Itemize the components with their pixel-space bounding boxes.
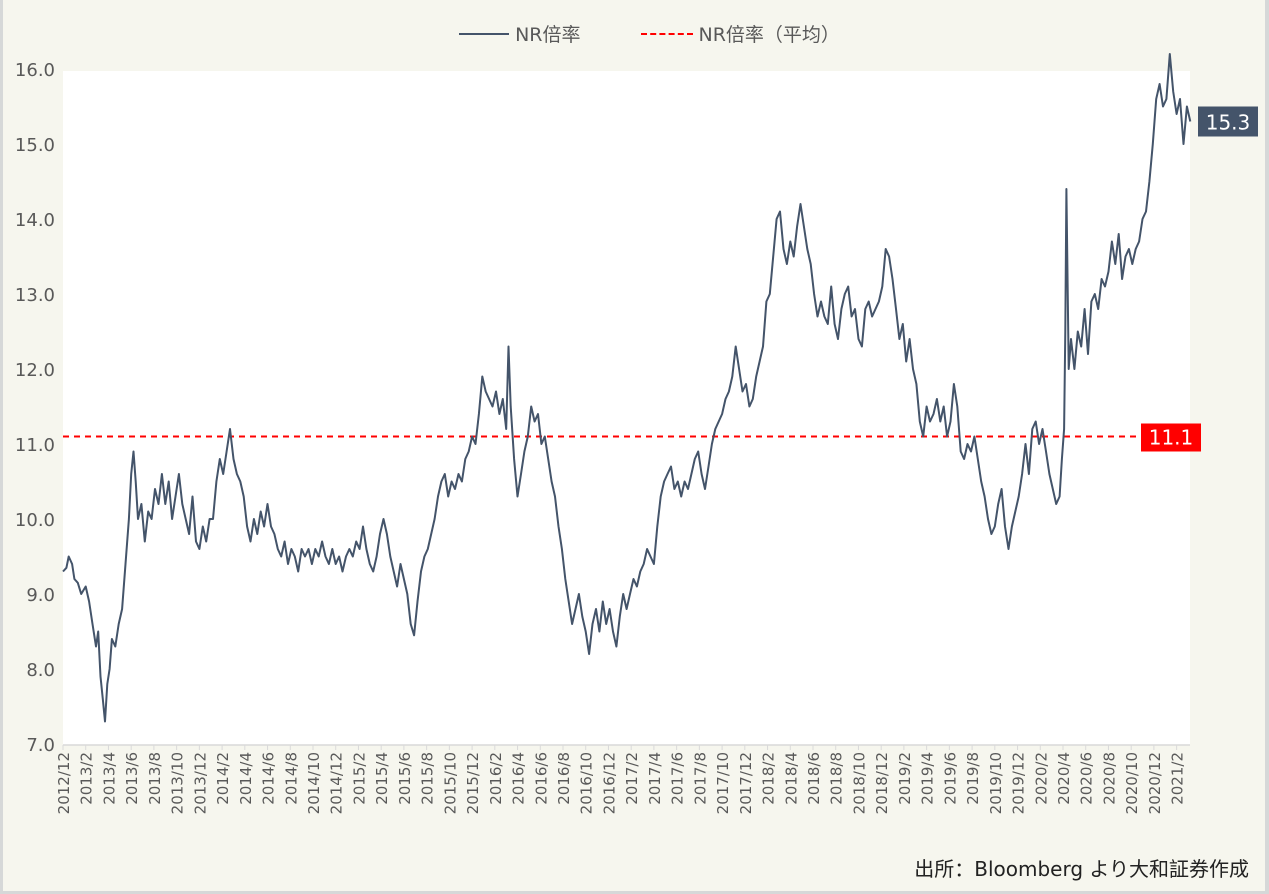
- x-tick-label: 2017/4: [646, 752, 664, 805]
- x-tick-label: 2015/2: [350, 752, 368, 805]
- x-tick-label: 2014/12: [328, 752, 346, 814]
- average-value-label: 11.1: [1141, 423, 1201, 452]
- x-tick-label: 2020/8: [1100, 752, 1118, 805]
- y-tick-label: 12.0: [15, 360, 55, 381]
- x-tick-label: 2019/6: [941, 752, 959, 805]
- x-tick-label: 2018/12: [873, 752, 891, 814]
- x-tick-label: 2016/6: [532, 752, 550, 805]
- y-tick-label: 8.0: [26, 660, 55, 681]
- x-tick-label: 2018/4: [782, 752, 800, 805]
- x-axis: 2012/12 2013/2 2013/4 2013/6 2013/8 2013/10 20…: [55, 744, 1190, 814]
- chart-legend: NR倍率 NR倍率（平均）: [0, 20, 1269, 47]
- x-tick-label: 2013/6: [123, 752, 141, 805]
- x-tick-label: 2020/10: [1123, 752, 1141, 814]
- legend-item-series: NR倍率: [459, 20, 581, 47]
- x-tick-label: 2019/12: [1010, 752, 1028, 814]
- y-tick-label: 13.0: [15, 285, 55, 306]
- x-tick-label: 2020/2: [1032, 752, 1050, 805]
- x-tick-label: 2018/2: [760, 752, 778, 805]
- x-tick-label: 2014/4: [237, 752, 255, 805]
- x-tick-label: 2017/10: [714, 752, 732, 814]
- x-tick-label: 2015/4: [373, 752, 391, 805]
- x-tick-label: 2015/8: [419, 752, 437, 805]
- y-tick-label: 16.0: [15, 60, 55, 81]
- x-tick-label: 2017/6: [669, 752, 687, 805]
- x-tick-label: 2018/6: [805, 752, 823, 805]
- x-tick-label: 2013/12: [191, 752, 209, 814]
- y-tick-label: 15.0: [15, 135, 55, 156]
- x-tick-label: 2014/6: [260, 752, 278, 805]
- y-tick-label: 14.0: [15, 210, 55, 231]
- y-tick-label: 7.0: [26, 735, 55, 756]
- x-tick-label: 2015/12: [464, 752, 482, 814]
- x-tick-label: 2019/8: [964, 752, 982, 805]
- y-tick-label: 10.0: [15, 510, 55, 531]
- x-tick-label: 2017/8: [691, 752, 709, 805]
- x-tick-label: 2020/6: [1078, 752, 1096, 805]
- x-tick-label: 2018/10: [850, 752, 868, 814]
- x-tick-label: 2021/2: [1169, 752, 1187, 805]
- x-tick-label: 2016/2: [487, 752, 505, 805]
- x-tick-label: 2016/8: [555, 752, 573, 805]
- last-value-label: 15.3: [1198, 106, 1258, 137]
- x-tick-label: 2012/12: [55, 752, 73, 814]
- x-tick-label: 2015/10: [441, 752, 459, 814]
- x-tick-label: 2015/6: [396, 752, 414, 805]
- svg-text:11.1: 11.1: [1149, 426, 1194, 450]
- x-tick-label: 2020/12: [1146, 752, 1164, 814]
- x-tick-label: 2016/10: [578, 752, 596, 814]
- x-tick-label: 2017/12: [737, 752, 755, 814]
- y-tick-label: 11.0: [15, 435, 55, 456]
- x-tick-label: 2019/2: [896, 752, 914, 805]
- x-tick-label: 2016/4: [510, 752, 528, 805]
- y-axis: 16.0 15.0 14.0 13.0 12.0 11.0 10.0 9.0 8.0 7.0: [15, 60, 55, 756]
- x-tick-label: 2013/8: [146, 752, 164, 805]
- x-tick-label: 2013/4: [100, 752, 118, 805]
- solid-line-icon: [459, 32, 510, 35]
- x-tick-label: 2018/8: [828, 752, 846, 805]
- x-tick-label: 2014/2: [214, 752, 232, 805]
- x-tick-label: 2020/4: [1055, 752, 1073, 805]
- x-tick-label: 2016/12: [600, 752, 618, 814]
- source-note: 出所：Bloomberg より大和証券作成: [914, 857, 1249, 881]
- legend-average-label: NR倍率（平均）: [698, 24, 840, 46]
- svg-text:15.3: 15.3: [1206, 111, 1251, 135]
- x-tick-label: 2013/10: [169, 752, 187, 814]
- x-tick-label: 2019/10: [987, 752, 1005, 814]
- plot-area: [63, 71, 1190, 745]
- legend-item-average: NR倍率（平均）: [640, 20, 840, 47]
- x-tick-label: 2014/10: [305, 752, 323, 814]
- x-tick-label: 2017/2: [623, 752, 641, 805]
- legend-series-label: NR倍率: [515, 24, 581, 46]
- x-tick-label: 2013/2: [78, 752, 96, 805]
- x-tick-label: 2014/8: [282, 752, 300, 805]
- dashed-line-icon: [640, 32, 693, 35]
- x-tick-label: 2019/4: [919, 752, 937, 805]
- series-line: [62, 53, 1192, 723]
- y-tick-label: 9.0: [26, 585, 55, 606]
